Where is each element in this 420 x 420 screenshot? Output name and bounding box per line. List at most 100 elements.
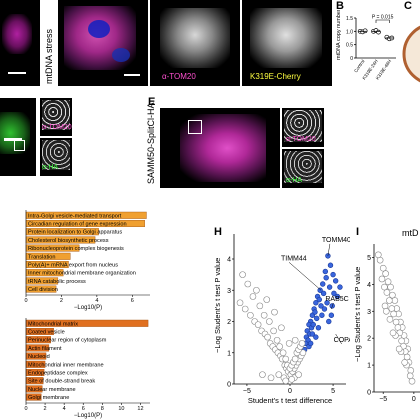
y-tick-label: 1 [367, 363, 371, 370]
data-point [362, 28, 368, 34]
panel-d-region-box [14, 140, 25, 151]
panel-label-i: I [356, 226, 360, 238]
point [391, 297, 399, 304]
go-term-label: Inner mitochondrial membrane organizatio… [28, 271, 136, 277]
point [249, 293, 257, 300]
significant-point [324, 300, 330, 306]
x-tick-label: 0 [24, 406, 27, 412]
significant-point [328, 312, 335, 318]
go-term-label: Cell division [28, 287, 58, 293]
panel-d-inset-tom20: α-TOM20 [40, 98, 72, 136]
significant-point [319, 312, 325, 318]
point [247, 311, 254, 319]
go-term-label: Translation [28, 254, 55, 260]
x-tick-label: 12 [137, 406, 143, 412]
significant-point [325, 253, 331, 259]
point [273, 336, 281, 344]
y-tick-label: 0 [350, 56, 353, 62]
go-term-label: Perinuclear region of cytoplasm [28, 338, 107, 344]
y-tick-label: 1 [227, 350, 231, 357]
panel-e-region-box [188, 120, 202, 134]
significant-point [317, 287, 323, 293]
label-leader-line [288, 262, 322, 291]
x-tick-label: 0 [288, 388, 292, 395]
panel-e-channel-tom20: α-TOM20 [286, 136, 316, 143]
panel-e-inset-tom20: α-TOM20 [282, 108, 324, 147]
go-term-label: Endopeptidase complex [28, 371, 88, 377]
point [298, 340, 306, 347]
point [389, 291, 396, 299]
significant-point [323, 275, 329, 281]
protein-label: TIMM44 [281, 255, 307, 262]
go-term-label: Mitochondrial matrix [28, 321, 78, 327]
significant-point [322, 268, 329, 275]
protein-label: RAB5C [325, 296, 348, 303]
point [282, 355, 289, 363]
significant-point [313, 300, 319, 306]
point [374, 251, 382, 259]
channel-label-tom20: α-TOM20 [162, 72, 196, 81]
protein-label: TOMM40 [322, 237, 350, 244]
x-axis-label: −Log10(P) [74, 413, 102, 419]
panel-label-b: B [336, 0, 344, 12]
panel-a-micrograph-1 [0, 0, 40, 86]
point [395, 345, 403, 353]
point [282, 377, 289, 385]
y-tick-label: 1.5 [346, 16, 353, 22]
go-term-label: Circadian regulation of gene expression [28, 222, 127, 228]
significant-point [314, 315, 320, 322]
significant-point [321, 306, 328, 312]
panel-i-volcano: 0 1 2 3 4 5 −5 0 −Log Student's t test P value [353, 244, 420, 403]
x-tick-label: 4 [95, 298, 98, 304]
label-leader-line [327, 243, 331, 256]
significant-point [320, 281, 326, 287]
panel-label-c: C [404, 0, 412, 12]
y-tick-label: 1.0 [346, 29, 353, 35]
point [384, 278, 392, 285]
y-tick-label: 2 [367, 336, 371, 343]
panel-e-channel-ha: α-HA [286, 177, 303, 184]
point [256, 302, 264, 310]
y-tick-label: 5 [367, 255, 371, 262]
go-term-label: Golgi membrane [28, 395, 69, 401]
x-tick-label: 10 [118, 406, 124, 412]
scale-bar [124, 74, 140, 76]
significant-point [312, 309, 318, 315]
x-axis-label: −Log10(P) [74, 305, 102, 311]
point [390, 310, 397, 318]
y-tick-label: 0.5 [346, 43, 353, 49]
data-point [376, 29, 381, 35]
x-tick-label: 6 [82, 406, 85, 412]
y-axis-label: mtDNA copy number [336, 10, 342, 60]
point [271, 308, 278, 316]
significant-point [307, 340, 314, 347]
panel-i-title: mtD [402, 228, 419, 238]
significant-point [310, 321, 316, 328]
y-axis-label: −Log Student's t test P value [353, 267, 362, 362]
y-tick-label: 3 [227, 288, 231, 295]
protein-label: COPA [334, 337, 350, 344]
x-tick-label: 8 [101, 406, 104, 412]
point [276, 343, 283, 350]
panel-f-chart-top: Intra-Golgi vesicle-mediated transport Ci… [0, 210, 170, 311]
panel-a-row-label: mtDNA stress [44, 28, 54, 84]
significant-point [316, 296, 322, 303]
x-tick-label: 2 [44, 406, 47, 412]
point [278, 324, 285, 332]
label-leader-line [335, 333, 342, 345]
panel-e-micrograph-merge [160, 108, 280, 188]
significant-point [313, 334, 319, 340]
go-term-label: Coated vesicle [28, 330, 65, 336]
significant-point [326, 318, 332, 325]
panel-e-row-label: SAMM50-SplitCl-HA [146, 102, 156, 184]
y-axis-label: −Log Student's t test P value [213, 258, 222, 353]
point [386, 297, 393, 304]
point [295, 371, 302, 378]
significant-point [337, 284, 343, 290]
x-tick-label: 4 [63, 406, 66, 412]
point [401, 359, 408, 366]
go-term-label: Ribonucleoprotein complex biogenesis [28, 246, 124, 252]
x-axis-label: Student's t test difference [248, 396, 332, 405]
point [383, 289, 391, 296]
